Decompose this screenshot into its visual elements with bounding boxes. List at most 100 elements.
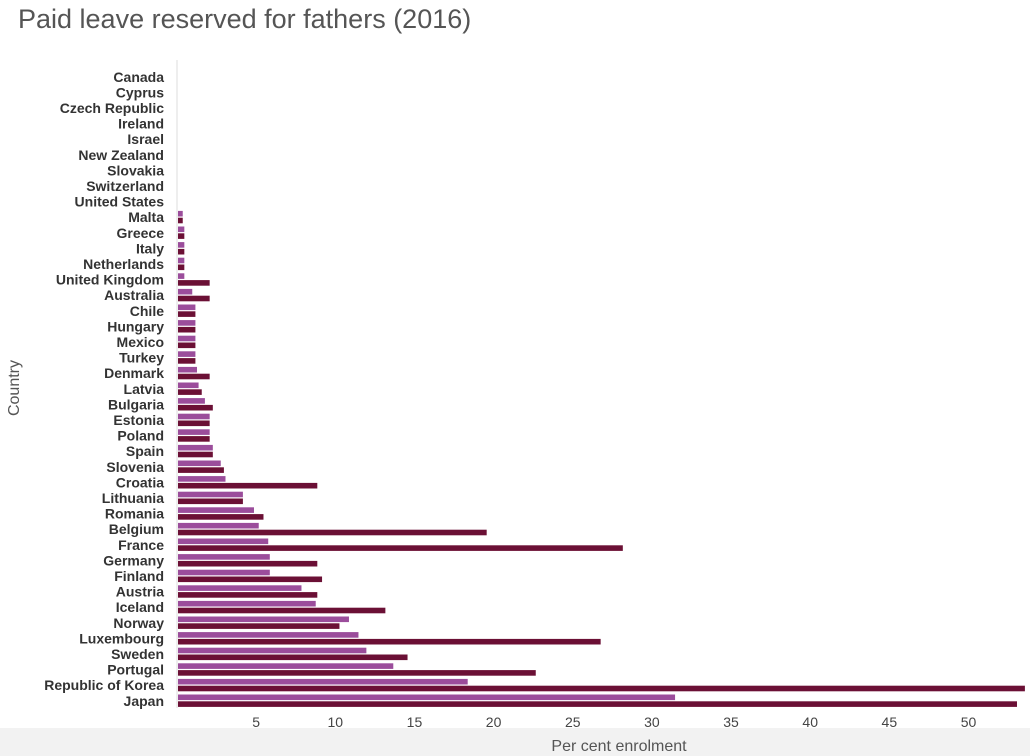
bar: [178, 226, 185, 233]
bar: [178, 529, 487, 536]
bar: [178, 444, 213, 451]
category-label: Sweden: [111, 646, 164, 662]
category-label: Croatia: [116, 474, 164, 490]
bar: [178, 382, 199, 389]
bar: [178, 373, 210, 380]
category-label: Germany: [103, 552, 164, 568]
category-label: Canada: [113, 69, 164, 85]
bar: [178, 592, 318, 598]
category-label: Portugal: [107, 662, 164, 678]
bottom-strip: [0, 728, 1030, 756]
bar: [178, 420, 210, 427]
bar: [178, 242, 185, 248]
bar: [178, 685, 1025, 692]
bar: [178, 514, 264, 520]
category-label: Austria: [116, 584, 164, 600]
bar: [178, 326, 196, 333]
chart-title: Paid leave reserved for fathers (2016): [18, 4, 472, 34]
bar: [178, 476, 226, 482]
bar: [178, 366, 197, 373]
category-label: Belgium: [109, 521, 164, 537]
category-label: Norway: [113, 615, 164, 631]
category-label: Chile: [130, 303, 164, 319]
bar: [178, 560, 318, 567]
bar: [178, 358, 196, 364]
bar: [178, 233, 185, 239]
category-label: Mexico: [117, 334, 164, 350]
category-label: Japan: [124, 693, 164, 709]
category-label: Israel: [127, 131, 164, 147]
x-tick-label: 45: [882, 714, 898, 730]
bar: [178, 623, 340, 629]
bar: [178, 522, 259, 529]
x-axis-label: Per cent enrolment: [551, 738, 687, 755]
bar: [178, 694, 676, 701]
bar: [178, 311, 196, 317]
bar: [178, 248, 185, 255]
category-label: Bulgaria: [108, 396, 164, 412]
x-tick-label: 5: [252, 714, 260, 730]
bar: [178, 569, 270, 576]
category-label: Netherlands: [83, 256, 164, 272]
category-label: Spain: [126, 443, 164, 459]
category-label: Republic of Korea: [44, 677, 164, 693]
bar: [178, 389, 202, 395]
bar: [178, 670, 536, 676]
bar: [178, 545, 623, 551]
category-label: Iceland: [116, 599, 164, 615]
bar: [178, 257, 185, 264]
category-label: Cyprus: [116, 84, 164, 100]
bar: [178, 217, 183, 224]
bar: [178, 295, 210, 302]
category-label: Poland: [117, 428, 164, 444]
bar: [178, 451, 213, 458]
category-label: Turkey: [119, 350, 164, 366]
bar: [178, 320, 196, 326]
bar: [178, 654, 408, 661]
bar: [178, 600, 316, 607]
bar: [178, 398, 205, 404]
category-label: Greece: [117, 225, 165, 241]
category-label: Switzerland: [86, 178, 164, 194]
category-label: Slovenia: [106, 459, 164, 475]
bar: [178, 491, 243, 498]
category-label: Italy: [136, 240, 164, 256]
bar: [178, 678, 468, 685]
bar: [178, 647, 367, 654]
category-label: Finland: [114, 568, 164, 584]
x-tick-label: 50: [961, 714, 977, 730]
category-label: Malta: [128, 209, 164, 225]
bar: [178, 429, 210, 435]
bar: [178, 280, 210, 286]
x-tick-label: 25: [565, 714, 581, 730]
x-tick-label: 15: [407, 714, 423, 730]
category-label: New Zealand: [78, 147, 164, 163]
category-label: Ireland: [118, 116, 164, 132]
category-label: Hungary: [107, 318, 164, 334]
bar: [178, 304, 196, 311]
category-label: Estonia: [113, 412, 164, 428]
bar: [178, 436, 210, 442]
bar: [178, 607, 386, 614]
category-label: Luxembourg: [79, 630, 164, 646]
bar: [178, 351, 196, 357]
bar: [178, 701, 1017, 707]
bar: [178, 554, 270, 560]
bar: [178, 413, 210, 420]
category-label: Romania: [105, 506, 164, 522]
category-label: Slovakia: [107, 162, 164, 178]
x-tick-label: 20: [486, 714, 502, 730]
category-label: Czech Republic: [60, 100, 164, 116]
bar: [178, 538, 269, 545]
x-tick-label: 30: [644, 714, 660, 730]
category-label: Latvia: [124, 381, 165, 397]
bar: [178, 404, 213, 411]
bar: [178, 498, 243, 505]
bar: [178, 460, 221, 467]
bar: [178, 482, 318, 489]
bar: [178, 632, 359, 638]
bar: [178, 663, 394, 669]
category-label: Denmark: [104, 365, 164, 381]
x-tick-label: 10: [328, 714, 344, 730]
